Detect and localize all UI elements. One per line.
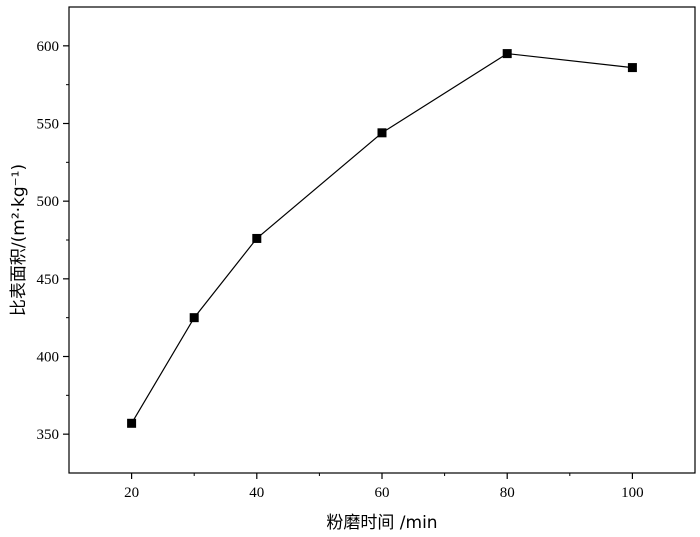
y-tick-label: 500 (37, 194, 60, 210)
y-tick-label: 400 (37, 350, 60, 366)
x-tick-label: 100 (621, 485, 644, 501)
data-point (627, 63, 637, 73)
y-axis-ticks: 350 400 450 500 550 600 (37, 39, 69, 443)
y-tick-label: 550 (37, 117, 60, 133)
data-point (252, 233, 262, 243)
data-point (502, 49, 512, 59)
x-axis-ticks: 20 40 60 80 100 (124, 473, 644, 501)
series-line (131, 52, 633, 424)
y-tick-label: 350 (37, 427, 60, 443)
x-tick-label: 80 (500, 485, 515, 501)
data-point (127, 418, 137, 428)
data-point (189, 313, 199, 323)
y-axis-title: 比表面积/(m²·kg⁻¹) (9, 164, 29, 316)
data-point (377, 128, 387, 138)
data-markers (127, 49, 637, 428)
x-tick-label: 20 (124, 485, 139, 501)
x-tick-label: 40 (249, 485, 264, 501)
y-tick-label: 600 (37, 39, 60, 55)
y-tick-label: 450 (37, 272, 60, 288)
x-tick-label: 60 (375, 485, 390, 501)
x-axis-title: 粉磨时间 /min (326, 513, 437, 533)
plot-frame (68, 6, 696, 474)
